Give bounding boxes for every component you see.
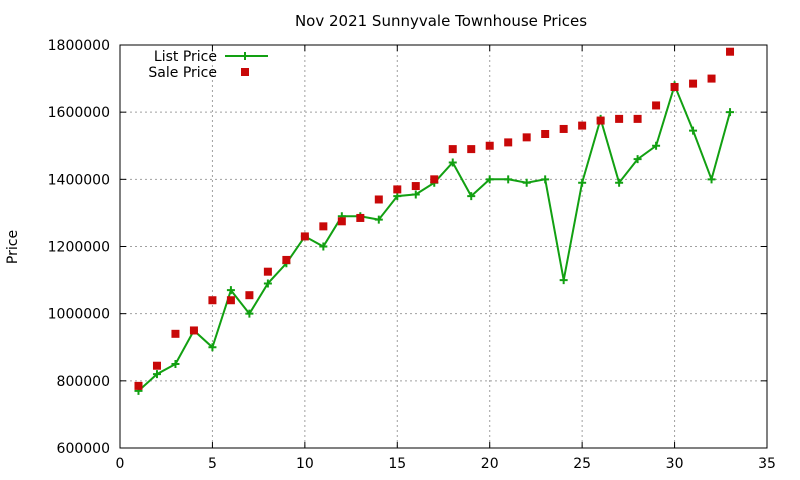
sale-price-point [541,129,550,138]
sale-price-point [707,74,716,83]
sale-price-point [134,381,143,390]
list-price-point [726,108,735,117]
list-price-point [171,360,180,369]
chart-title: Nov 2021 Sunnyvale Townhouse Prices [295,12,587,30]
sale-price-point [670,82,679,91]
sale-price-point [356,213,365,222]
y-tick-label: 1800000 [48,38,110,54]
legend-label-list-price: List Price [154,49,217,65]
sale-price-point [152,361,161,370]
sale-price-point [319,222,328,231]
list-price-point [504,175,513,184]
legend-marker-sale-price [241,68,249,76]
sale-price-point [374,195,383,204]
sale-price-point [226,296,235,305]
list-price-point [374,215,383,224]
list-price-point [485,175,494,184]
sale-price-point [448,145,457,154]
x-tick-label: 10 [296,456,314,472]
sale-price-point [726,47,735,56]
sale-price-point [300,232,309,241]
plot-frame [119,44,768,449]
x-tick-label: 35 [758,456,776,472]
list-price-point [707,175,716,184]
list-price-point [541,175,550,184]
list-price-point [633,155,642,164]
series-line-0 [137,82,731,392]
list-price-point [652,141,661,150]
x-tick-label: 25 [573,456,591,472]
y-tick-label: 1000000 [48,307,110,323]
list-price-point [393,192,402,201]
sale-price-point [467,145,476,154]
sale-price-point [171,329,180,338]
sale-price-point [208,296,217,305]
grid [120,45,767,448]
legend-marker-list-price [241,52,249,60]
sale-price-point [430,175,439,184]
sale-price-point [559,124,568,133]
sale-price-point [189,326,198,335]
list-price-point [245,309,254,318]
x-tick-label: 0 [116,456,125,472]
x-tick-label: 20 [481,456,499,472]
sale-price-point [522,133,531,142]
sale-price-point [411,182,420,191]
sale-price-point [337,217,346,226]
x-tick-label: 5 [208,456,217,472]
sale-price-point [263,267,272,276]
sale-price-point [652,101,661,110]
list-price-point [152,370,161,379]
sale-price-point [245,291,254,300]
y-axis-label: Price [5,230,21,264]
list-price-point [226,286,235,295]
sale-price-point [615,114,624,123]
sale-price-point [485,141,494,150]
list-price-point [319,242,328,251]
y-tick-label: 1200000 [48,240,110,256]
sale-price-point [282,255,291,264]
x-tick-label: 30 [666,456,684,472]
axis-ticks: 0 5 10 15 20 25 30 35 600000 800000 1000000 1200000… [48,38,776,472]
sale-price-point [633,114,642,123]
legend: List Price Sale Price [148,49,268,81]
legend-label-sale-price: Sale Price [148,65,217,81]
sale-price-point [504,138,513,147]
list-price-point [689,126,698,135]
y-tick-label: 600000 [57,441,110,457]
sale-price-point [393,185,402,194]
sale-price-point [689,79,698,88]
sale-price-point [596,116,605,125]
series-layer [134,47,735,395]
list-price-point [208,343,217,352]
x-tick-label: 15 [388,456,406,472]
list-price-point [448,158,457,167]
list-price-point [578,178,587,187]
list-price-point [559,276,568,285]
list-price-point [263,279,272,288]
sale-price-point [578,121,587,130]
list-price-point [411,190,420,199]
list-price-point [615,178,624,187]
list-price-point [522,178,531,187]
y-tick-label: 800000 [57,374,110,390]
y-tick-label: 1600000 [48,105,110,121]
list-price-point [467,192,476,201]
y-tick-label: 1400000 [48,172,110,188]
